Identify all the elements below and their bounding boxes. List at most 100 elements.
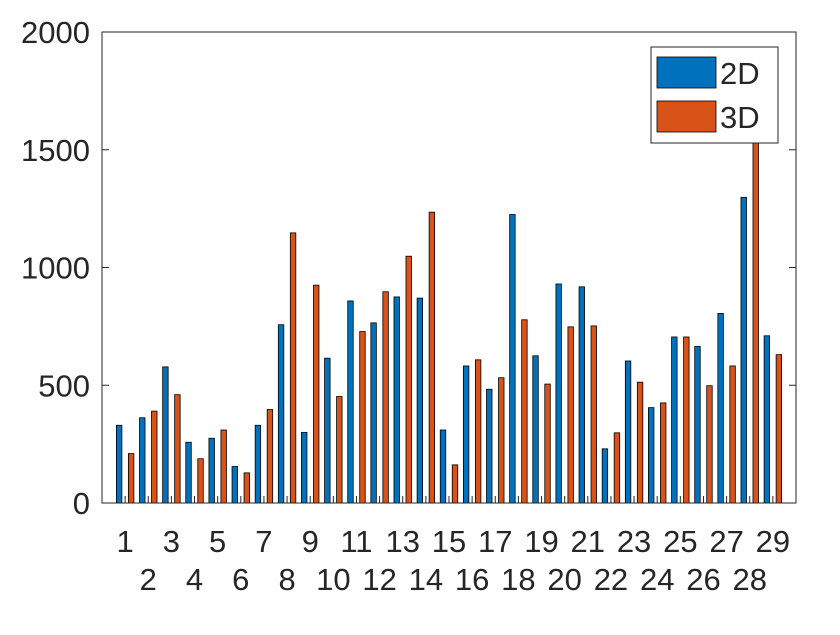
x-tick-label: 3 [163,524,180,559]
x-tick-label: 14 [409,562,443,597]
bar-3D-3 [174,394,181,504]
x-tick-label: 20 [547,562,581,597]
bar-3D-9 [313,284,320,504]
x-tick-label: 24 [640,562,674,597]
bar-2D-25 [671,336,678,504]
bar-2D-13 [393,296,400,504]
bar-2D-27 [717,313,724,504]
bar-2D-29 [763,335,771,504]
bar-3D-16 [474,359,482,504]
bar-3D-5 [220,429,227,504]
bar-3D-22 [613,432,621,504]
bar-2D-10 [324,357,331,504]
x-tick-label: 16 [455,562,489,597]
bar-2D-23 [624,360,632,504]
bar-3D-8 [289,232,297,504]
bar-2D-24 [648,407,655,504]
y-tick-label: 2000 [21,15,90,50]
x-tick-label: 11 [340,524,372,559]
x-tick-label: 23 [617,524,651,559]
bar-3D-27 [729,365,736,504]
x-tick-label: 26 [686,562,720,597]
bar-3D-7 [266,409,274,504]
bar-3D-14 [428,211,436,504]
x-tick-label: 25 [663,524,697,559]
x-tick-label: 12 [362,562,396,597]
bar-3D-28 [752,136,759,504]
bar-2D-4 [185,441,192,504]
x-tick-label: 4 [186,562,203,597]
bar-2D-6 [231,466,238,504]
bar-3D-2 [151,410,158,504]
bar-2D-9 [301,431,308,504]
bar-3D-25 [683,336,690,504]
bars-layer [115,136,783,504]
y-tick-label: 500 [38,368,90,403]
bar-3D-19 [544,383,551,504]
bar-3D-10 [336,396,343,504]
bar-3D-18 [521,319,528,504]
bar-3D-4 [197,458,204,504]
x-tick-label: 18 [501,562,535,597]
x-tick-label: 15 [432,524,466,559]
x-tick-label: 6 [232,562,249,597]
x-tick-label: 27 [709,524,743,559]
x-tick-label: 13 [385,524,419,559]
bar-2D-19 [532,355,539,504]
bar-3D-12 [382,291,389,504]
legend-swatch-3D [656,100,717,133]
x-tick-label: 1 [117,524,134,559]
bar-3D-23 [636,381,644,504]
bar-2D-26 [694,345,701,504]
bar-2D-14 [416,297,424,504]
bar-3D-26 [706,385,713,504]
x-tick-label: 19 [524,524,558,559]
x-tick-label: 9 [302,524,319,559]
bar-2D-20 [555,283,562,504]
y-tick-label: 1500 [21,133,90,168]
x-tick-label: 17 [478,524,512,559]
bar-3D-6 [243,472,250,504]
bar-2D-28 [740,196,747,504]
x-tick-label: 22 [594,562,628,597]
bar-2D-12 [370,322,377,504]
x-tick-label: 21 [571,524,605,559]
x-tick-label: 10 [316,562,350,597]
bar-3D-24 [660,402,667,504]
bar-2D-5 [208,437,215,504]
x-tick-label: 2 [140,562,157,597]
bar-3D-20 [567,326,574,504]
bar-3D-1 [127,453,135,504]
bar-2D-17 [486,388,493,504]
bar-3D-13 [405,255,412,504]
x-tick-label: 28 [732,562,766,597]
y-tick-label: 0 [73,486,90,521]
legend-label-2D: 2D [720,56,760,91]
bar-2D-1 [115,424,123,504]
bar-2D-21 [578,286,585,504]
bar-2D-2 [139,417,146,504]
bar-3D-17 [498,377,505,504]
bar-2D-16 [462,365,470,504]
legend-label-3D: 3D [720,100,760,135]
x-tick-label: 8 [278,562,295,597]
bar-3D-15 [451,464,459,504]
y-tick-label: 1000 [21,251,90,286]
bar-2D-22 [601,448,609,504]
ticks-layer: 0500100015002000123456789101112131415161… [21,15,796,597]
legend-swatch-2D [656,56,717,89]
bar-2D-18 [509,214,516,504]
x-tick-label: 7 [255,524,272,559]
bar-3D-11 [359,331,366,504]
bar-2D-15 [439,429,447,504]
x-tick-label: 29 [756,524,790,559]
x-tick-label: 5 [209,524,226,559]
bar-2D-8 [277,324,285,504]
bar-2D-11 [347,300,354,504]
bar-2D-3 [162,366,169,504]
bar-3D-29 [775,354,783,504]
bar-2D-7 [254,424,262,504]
